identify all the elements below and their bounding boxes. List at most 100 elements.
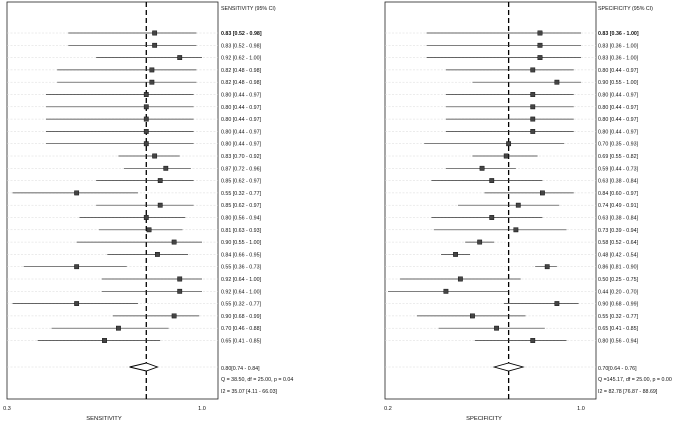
specificity-study-labels: 0.83 [0.36 - 1.00] 0.83 [0.36 - 1.00] 0.83…: [598, 31, 639, 345]
specificity-study-point: [530, 116, 536, 122]
sensitivity-study-point: [74, 301, 80, 306]
specificity-study-point: [489, 178, 495, 183]
specificity-study-point: [530, 67, 536, 73]
sensitivity-study-label: 0.92 [0.64 - 1.00]: [221, 277, 262, 283]
specificity-study-point: [554, 79, 560, 85]
sensitivity-study-point: [152, 153, 158, 159]
specificity-study-label: 0.80 [0.44 - 0.97]: [598, 93, 639, 99]
specificity-study-label: 0.90 [0.68 - 0.99]: [598, 302, 639, 308]
specificity-study-label: 0.83 [0.36 - 1.00]: [598, 43, 639, 49]
sensitivity-study-point: [143, 104, 149, 110]
sensitivity-study-label: 0.80 [0.44 - 0.97]: [221, 117, 262, 123]
sensitivity-heterogeneity-i2: I2 = 35.07 [4.11 - 66.03]: [221, 389, 278, 395]
specificity-axis-max-label: 1.0: [577, 406, 585, 412]
specificity-study-label: 0.90 [0.55 - 1.00]: [598, 80, 639, 86]
specificity-study-label: 0.63 [0.38 - 0.84]: [598, 179, 639, 185]
sensitivity-study-label: 0.55 [0.32 - 0.77]: [221, 302, 262, 308]
specificity-study-point: [554, 301, 560, 306]
sensitivity-study-point: [157, 202, 163, 208]
sensitivity-study-point: [149, 79, 155, 85]
specificity-study-label: 0.70 [0.35 - 0.93]: [598, 142, 639, 148]
specificity-study-label: 0.80 [0.44 - 0.97]: [598, 129, 639, 135]
specificity-study-point: [453, 251, 458, 257]
specificity-study-point: [477, 239, 483, 245]
specificity-study-label: 0.50 [0.25 - 0.75]: [598, 277, 639, 283]
sensitivity-study-point: [149, 67, 155, 73]
specificity-heterogeneity-i2: I2 = 82.78 [76.87 - 88.69]: [598, 389, 658, 395]
sensitivity-study-point: [155, 251, 160, 257]
specificity-study-point: [540, 190, 545, 196]
specificity-study-label: 0.80 [0.44 - 0.97]: [598, 105, 639, 111]
sensitivity-study-label: 0.82 [0.48 - 0.98]: [221, 80, 262, 86]
sensitivity-study-label: 0.92 [0.64 - 1.00]: [221, 289, 262, 295]
sensitivity-study-point: [143, 92, 149, 97]
sensitivity-study-label: 0.55 [0.32 - 0.77]: [221, 191, 262, 197]
sensitivity-header: SENSITIVITY (95% CI): [221, 6, 276, 12]
specificity-pooled-label: 0.70[0.64 - 0.76]: [598, 366, 637, 372]
specificity-x-axis-title: SPECIFICITY: [466, 416, 502, 422]
specificity-study-label: 0.74 [0.49 - 0.91]: [598, 203, 639, 209]
sensitivity-study-label: 0.85 [0.62 - 0.97]: [221, 179, 262, 185]
sensitivity-study-point: [177, 55, 183, 61]
specificity-study-label: 0.80 [0.56 - 0.94]: [598, 339, 639, 345]
specificity-study-point: [494, 325, 499, 331]
specificity-study-point: [506, 141, 512, 147]
specificity-study-label: 0.86 [0.81 - 0.90]: [598, 265, 639, 271]
specificity-study-label: 0.59 [0.44 - 0.73]: [598, 166, 639, 172]
sensitivity-study-label: 0.81 [0.63 - 0.93]: [221, 228, 262, 234]
specificity-study-label: 0.83 [0.36 - 1.00]: [598, 56, 639, 62]
specificity-study-label: 0.55 [0.32 - 0.77]: [598, 314, 639, 320]
sensitivity-study-point: [143, 141, 149, 147]
sensitivity-study-label: 0.85 [0.62 - 0.97]: [221, 203, 262, 209]
specificity-study-point: [479, 165, 485, 171]
sensitivity-plot-frame: [6, 1, 219, 400]
sensitivity-study-point: [143, 215, 149, 220]
sensitivity-study-point: [171, 239, 177, 245]
specificity-study-label: 0.58 [0.52 - 0.64]: [598, 240, 639, 246]
specificity-study-point: [537, 30, 543, 36]
sensitivity-study-point: [102, 338, 107, 343]
sensitivity-study-point: [74, 264, 80, 270]
specificity-study-label: 0.80 [0.44 - 0.97]: [598, 68, 639, 74]
specificity-study-label: 0.80 [0.44 - 0.97]: [598, 117, 639, 123]
sensitivity-study-label: 0.70 [0.46 - 0.88]: [221, 326, 262, 332]
sensitivity-study-point: [177, 288, 183, 294]
specificity-study-point: [530, 104, 536, 110]
sensitivity-study-label: 0.83 [0.70 - 0.92]: [221, 154, 262, 160]
specificity-panel: 0.83 [0.36 - 1.00] 0.83 [0.36 - 1.00] 0.83…: [384, 1, 672, 422]
sensitivity-pooled-diamond: [129, 362, 159, 372]
sensitivity-panel: 0.83 [0.52 - 0.98] 0.83 [0.52 - 0.98] 0.92…: [3, 1, 293, 422]
sensitivity-study-label: 0.84 [0.66 - 0.95]: [221, 252, 262, 258]
specificity-heterogeneity-q: Q =145.17, df = 25.00, p = 0.00: [598, 377, 672, 383]
specificity-study-point: [530, 92, 536, 97]
specificity-study-label: 0.44 [0.20 - 0.70]: [598, 289, 639, 295]
specificity-study-point: [457, 276, 463, 282]
specificity-study-label: 0.73 [0.39 - 0.94]: [598, 228, 639, 234]
sensitivity-study-label: 0.80 [0.44 - 0.97]: [221, 129, 262, 135]
sensitivity-study-point: [146, 227, 152, 233]
sensitivity-study-point: [163, 165, 169, 171]
specificity-study-point: [530, 338, 536, 343]
specificity-study-point: [513, 227, 519, 233]
specificity-study-point: [489, 215, 495, 220]
sensitivity-study-label: 0.80 [0.44 - 0.97]: [221, 142, 262, 148]
sensitivity-study-label: 0.80 [0.44 - 0.97]: [221, 105, 262, 111]
sensitivity-study-label: 0.80 [0.44 - 0.97]: [221, 93, 262, 99]
specificity-header: SPECIFICITY (95% CI): [598, 6, 653, 12]
specificity-study-point: [537, 42, 543, 48]
sensitivity-study-point: [177, 276, 183, 282]
sensitivity-study-label: 0.82 [0.48 - 0.98]: [221, 68, 262, 74]
sensitivity-study-point: [143, 116, 149, 122]
sensitivity-study-labels: 0.83 [0.52 - 0.98] 0.83 [0.52 - 0.98] 0.92…: [221, 31, 262, 345]
specificity-study-label: 0.84 [0.60 - 0.97]: [598, 191, 639, 197]
sensitivity-study-label: 0.65 [0.41 - 0.85]: [221, 339, 262, 345]
sensitivity-pooled-label: 0.80[0.74 - 0.84]: [221, 366, 260, 372]
sensitivity-study-label: 0.90 [0.55 - 1.00]: [221, 240, 262, 246]
sensitivity-study-point: [152, 42, 158, 48]
sensitivity-study-point: [143, 128, 149, 134]
sensitivity-study-point: [116, 325, 121, 331]
specificity-study-point: [443, 288, 449, 294]
sensitivity-study-point: [157, 178, 163, 183]
sensitivity-study-point: [171, 313, 177, 319]
